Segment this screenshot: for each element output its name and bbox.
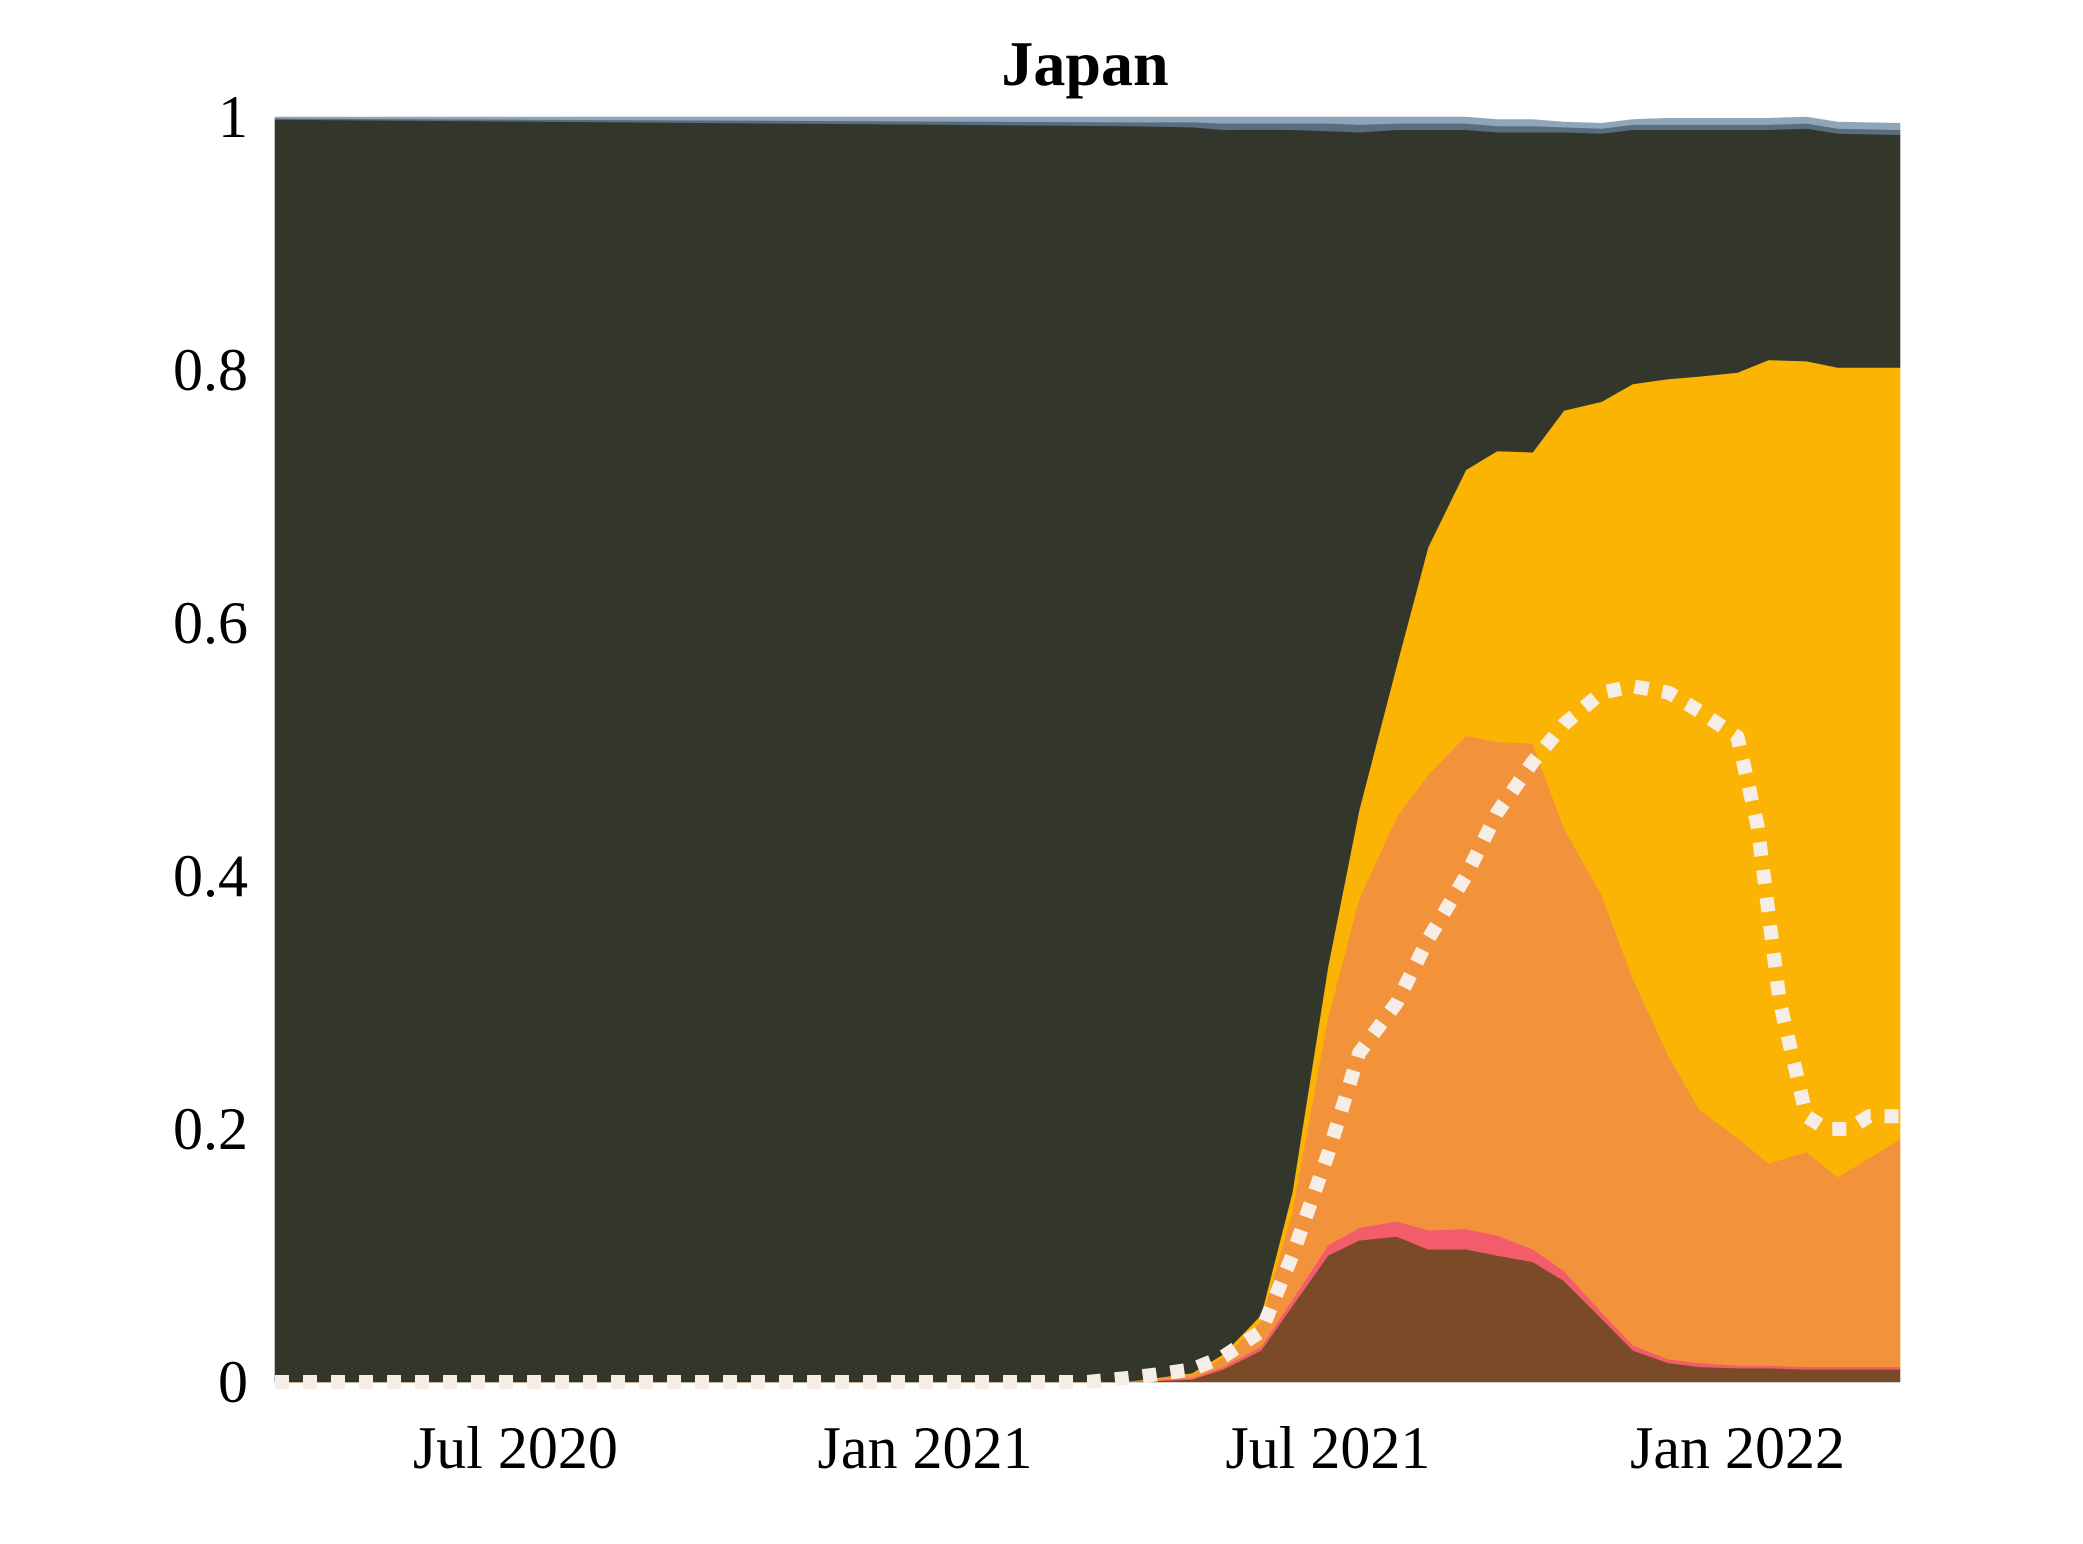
y-tick-label: 1 [218, 84, 248, 150]
overlay-line [275, 679, 1900, 1389]
y-axis-ticks: 0 0.2 0.4 0.6 0.8 1 [173, 84, 248, 1415]
x-axis-ticks: Jul 2020 Jan 2021 Jul 2021 Jan 2022 [413, 1415, 1845, 1481]
y-tick-label: 0.6 [173, 590, 248, 656]
y-tick-label: 0.2 [173, 1096, 248, 1162]
area-series-7 [274, 116, 1901, 131]
y-tick-label: 0 [218, 1349, 248, 1415]
y-tick-label: 0.8 [173, 337, 248, 403]
x-tick-label: Jul 2020 [413, 1415, 618, 1481]
x-tick-label: Jan 2021 [818, 1415, 1033, 1481]
x-tick-label: Jul 2021 [1225, 1415, 1430, 1481]
y-tick-label: 0.4 [173, 843, 248, 909]
overlay-dotted-line [275, 679, 1900, 1389]
x-tick-label: Jan 2022 [1630, 1415, 1845, 1481]
chart-title: Japan [1001, 28, 1168, 99]
stacked-areas [274, 116, 1901, 1383]
